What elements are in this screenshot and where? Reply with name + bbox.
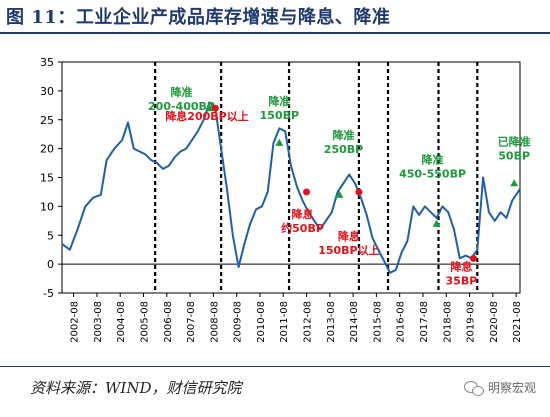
policy-annotation-label: 降准 (422, 153, 444, 167)
policy-annotation-sub: 50BP (498, 149, 530, 162)
y-tick-label: 30 (40, 85, 54, 98)
x-tick-label: 2012-08 (303, 301, 314, 343)
x-tick-label: 2004-08 (116, 301, 127, 343)
x-tick-label: 2020-08 (489, 301, 500, 343)
policy-annotation-label: 降息200BP以上 (165, 109, 248, 123)
x-tick-label: 2010-08 (256, 301, 267, 343)
series-line (61, 101, 521, 274)
policy-marker-dot (355, 188, 363, 196)
policy-annotation-label: 降息 (338, 229, 360, 243)
policy-annotation-sub: 250BP (324, 143, 363, 156)
policy-annotation-sub: 150BP (260, 109, 299, 122)
wechat-icon (463, 380, 484, 396)
policy-marker-dot (303, 188, 311, 196)
y-tick-label: 15 (40, 172, 54, 185)
y-tick-label: 35 (40, 56, 54, 69)
title-bar: 图 11：工业企业产成品库存增速与降息、降准 (0, 0, 550, 34)
policy-annotation-sub: 35BP (446, 274, 478, 287)
x-tick-label: 2014-08 (349, 301, 360, 343)
chart-title: 图 11：工业企业产成品库存增速与降息、降准 (6, 7, 391, 28)
policy-annotation-sub: 150BP以上 (318, 243, 379, 257)
y-tick-label: 5 (47, 229, 54, 242)
policy-marker-triangle (275, 138, 284, 146)
x-tick-label: 2005-08 (140, 301, 151, 343)
x-tick-label: 2003-08 (93, 301, 104, 343)
x-tick-label: 2009-08 (233, 301, 244, 343)
policy-marker-triangle (205, 104, 214, 112)
policy-annotation-label: 已降准 (498, 134, 531, 148)
chart-area: -5 0 5 10 15 20 25 30 35 2002-08 2003-08 2004-08 200… (40, 56, 531, 343)
x-tick-label: 2018-08 (442, 301, 453, 343)
policy-annotation-sub: 约50BP (281, 221, 324, 235)
policy-marker-triangle (432, 219, 441, 227)
source-note: 资料来源：WIND，财信研究院 (30, 379, 242, 397)
y-tick-label: 25 (40, 114, 54, 127)
x-tick-label: 2013-08 (326, 301, 337, 343)
x-tick-label: 2016-08 (396, 301, 407, 343)
policy-annotation-label: 降息 (292, 207, 314, 221)
policy-annotation-label: 降息 (450, 259, 472, 273)
policy-annotation-sub: 450-550BP (399, 168, 466, 181)
watermark: 明察宏观 (463, 379, 536, 396)
x-tick-label: 2017-08 (419, 301, 430, 343)
x-tick-label: 2015-08 (372, 301, 383, 343)
footer: 资料来源：WIND，财信研究院 明察宏观 (0, 366, 550, 417)
watermark-text: 明察宏观 (487, 381, 536, 395)
policy-marker-dot (211, 104, 219, 112)
policy-annotation-label: 降准 (170, 85, 192, 99)
policy-annotation-sub: 200-400BP (148, 100, 215, 113)
y-tick-label: 0 (47, 258, 54, 271)
x-tick-label: 2011-08 (279, 301, 290, 343)
policy-marker-dot (469, 254, 477, 262)
y-tick-label: 10 (40, 200, 54, 213)
x-tick-label: 2006-08 (163, 301, 174, 343)
policy-marker-triangle (510, 179, 519, 187)
x-tick-label: 2007-08 (186, 301, 197, 343)
x-tick-label: 2002-08 (70, 301, 81, 343)
y-tick-label: -5 (43, 287, 54, 300)
policy-marker-triangle (335, 190, 344, 198)
x-tick-label: 2008-08 (209, 301, 220, 343)
policy-annotation-label: 降准 (268, 94, 290, 108)
x-tick-label: 2019-08 (466, 301, 477, 343)
x-tick-label: 2021-08 (512, 301, 523, 343)
y-tick-label: 20 (40, 143, 54, 156)
policy-annotation-label: 降准 (333, 128, 355, 142)
